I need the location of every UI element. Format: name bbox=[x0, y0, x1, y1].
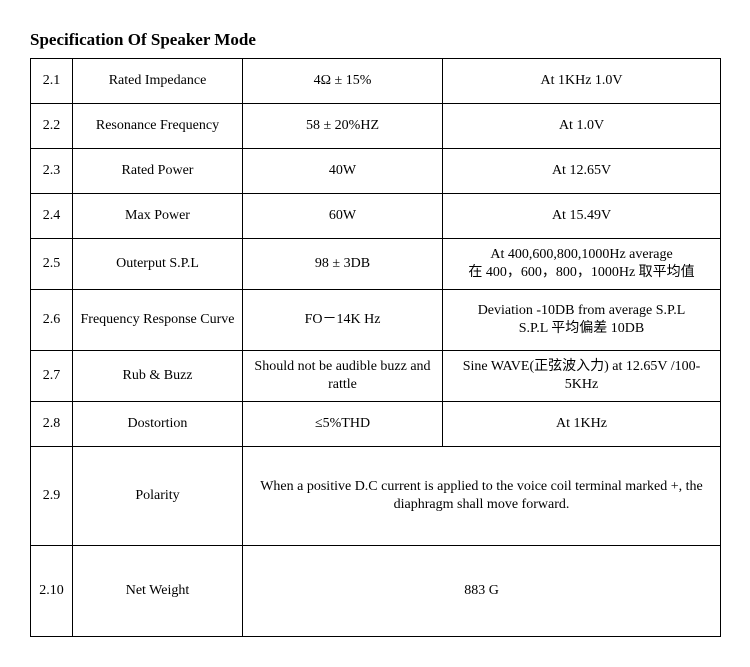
row-value: ≤5%THD bbox=[243, 402, 443, 447]
row-condition: Deviation -10DB from average S.P.LS.P.L … bbox=[443, 290, 721, 351]
table-row: 2.4 Max Power 60W At 15.49V bbox=[31, 194, 721, 239]
table-row: 2.6 Frequency Response Curve FO－14K Hz D… bbox=[31, 290, 721, 351]
row-condition: At 15.49V bbox=[443, 194, 721, 239]
spec-table: 2.1 Rated Impedance 4Ω ± 15% At 1KHz 1.0… bbox=[30, 58, 721, 637]
row-condition: At 400,600,800,1000Hz average在 400，600，8… bbox=[443, 239, 721, 290]
row-param: Net Weight bbox=[73, 546, 243, 637]
table-row: 2.7 Rub & Buzz Should not be audible buz… bbox=[31, 351, 721, 402]
row-condition: Sine WAVE(正弦波入力) at 12.65V /100-5KHz bbox=[443, 351, 721, 402]
row-condition: At 12.65V bbox=[443, 149, 721, 194]
row-value: 4Ω ± 15% bbox=[243, 59, 443, 104]
table-row: 2.9 Polarity When a positive D.C current… bbox=[31, 447, 721, 546]
table-row: 2.3 Rated Power 40W At 12.65V bbox=[31, 149, 721, 194]
row-value: 98 ± 3DB bbox=[243, 239, 443, 290]
row-condition: At 1KHz bbox=[443, 402, 721, 447]
row-number: 2.10 bbox=[31, 546, 73, 637]
table-row: 2.8 Dostortion ≤5%THD At 1KHz bbox=[31, 402, 721, 447]
page: Specification Of Speaker Mode 2.1 Rated … bbox=[0, 0, 750, 667]
row-param: Rated Impedance bbox=[73, 59, 243, 104]
row-number: 2.5 bbox=[31, 239, 73, 290]
row-number: 2.4 bbox=[31, 194, 73, 239]
row-number: 2.9 bbox=[31, 447, 73, 546]
table-row: 2.5 Outerput S.P.L 98 ± 3DB At 400,600,8… bbox=[31, 239, 721, 290]
row-condition: At 1KHz 1.0V bbox=[443, 59, 721, 104]
table-row: 2.10 Net Weight 883 G bbox=[31, 546, 721, 637]
table-row: 2.1 Rated Impedance 4Ω ± 15% At 1KHz 1.0… bbox=[31, 59, 721, 104]
row-number: 2.1 bbox=[31, 59, 73, 104]
row-number: 2.7 bbox=[31, 351, 73, 402]
row-param: Max Power bbox=[73, 194, 243, 239]
row-param: Rub & Buzz bbox=[73, 351, 243, 402]
row-number: 2.6 bbox=[31, 290, 73, 351]
row-value: 60W bbox=[243, 194, 443, 239]
row-value: 58 ± 20%HZ bbox=[243, 104, 443, 149]
row-value: FO－14K Hz bbox=[243, 290, 443, 351]
table-row: 2.2 Resonance Frequency 58 ± 20%HZ At 1.… bbox=[31, 104, 721, 149]
row-value: Should not be audible buzz and rattle bbox=[243, 351, 443, 402]
row-param: Outerput S.P.L bbox=[73, 239, 243, 290]
row-note: When a positive D.C current is applied t… bbox=[243, 447, 721, 546]
row-number: 2.8 bbox=[31, 402, 73, 447]
row-value: 40W bbox=[243, 149, 443, 194]
row-param: Resonance Frequency bbox=[73, 104, 243, 149]
row-param: Polarity bbox=[73, 447, 243, 546]
row-note: 883 G bbox=[243, 546, 721, 637]
row-condition: At 1.0V bbox=[443, 104, 721, 149]
row-number: 2.3 bbox=[31, 149, 73, 194]
row-number: 2.2 bbox=[31, 104, 73, 149]
row-param: Frequency Response Curve bbox=[73, 290, 243, 351]
row-param: Rated Power bbox=[73, 149, 243, 194]
row-param: Dostortion bbox=[73, 402, 243, 447]
page-title: Specification Of Speaker Mode bbox=[30, 30, 725, 50]
